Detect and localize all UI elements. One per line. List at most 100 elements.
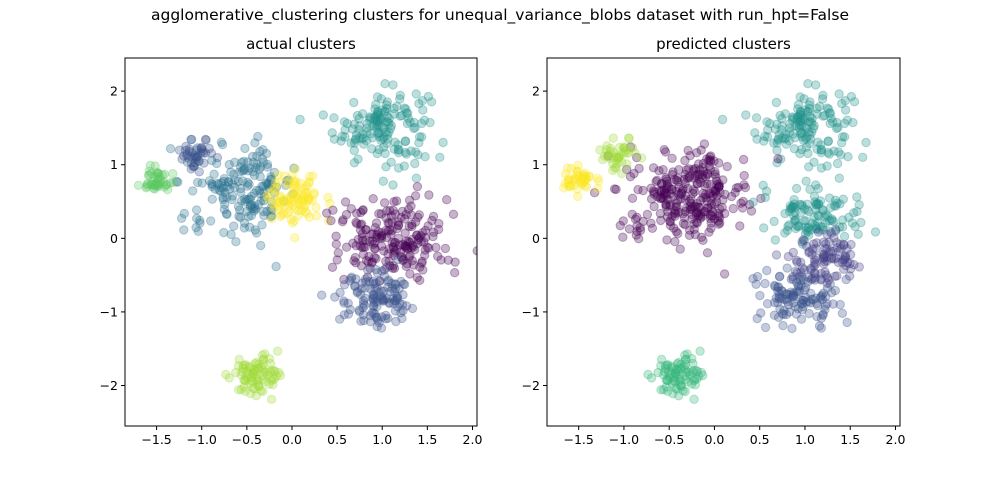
scatter-point bbox=[823, 104, 834, 114]
scatter-point bbox=[222, 192, 232, 202]
scatter-point bbox=[357, 233, 367, 243]
scatter-point bbox=[240, 143, 250, 154]
scatter-point bbox=[822, 252, 832, 262]
scatter-point bbox=[238, 363, 248, 373]
scatter-point bbox=[577, 177, 587, 187]
scatter-point bbox=[257, 362, 267, 372]
scatter-point bbox=[695, 165, 705, 175]
scatter-point bbox=[423, 91, 434, 102]
scatter-point bbox=[609, 184, 620, 194]
y-tick-label: 1 bbox=[110, 157, 118, 172]
scatter-point bbox=[360, 242, 370, 252]
scatter-point bbox=[806, 263, 816, 274]
scatter-point bbox=[673, 366, 683, 377]
scatter-point bbox=[802, 205, 812, 215]
scatter-point bbox=[375, 233, 385, 243]
scatter-point bbox=[382, 103, 392, 114]
scatter-point bbox=[786, 274, 796, 284]
scatter-point bbox=[673, 391, 684, 401]
scatter-point bbox=[797, 239, 808, 249]
scatter-point bbox=[619, 142, 629, 152]
scatter-point bbox=[400, 228, 410, 238]
scatter-point bbox=[762, 299, 773, 309]
scatter-point bbox=[195, 218, 205, 228]
scatter-point bbox=[678, 184, 688, 194]
scatter-point bbox=[227, 179, 238, 189]
scatter-point bbox=[695, 195, 706, 206]
scatter-point bbox=[384, 118, 394, 129]
scatter-point bbox=[397, 110, 407, 121]
scatter-point bbox=[804, 100, 814, 110]
scatter-point bbox=[710, 169, 720, 180]
scatter-point bbox=[362, 123, 372, 133]
scatter-point bbox=[393, 302, 403, 312]
scatter-point bbox=[262, 162, 273, 172]
scatter-point bbox=[831, 123, 842, 134]
scatter-point bbox=[797, 263, 808, 273]
scatter-point bbox=[705, 164, 716, 175]
scatter-point bbox=[406, 243, 416, 253]
scatter-point bbox=[243, 166, 253, 176]
scatter-point bbox=[834, 247, 844, 257]
scatter-point bbox=[245, 202, 256, 212]
scatter-point bbox=[830, 271, 840, 281]
scatter-point bbox=[564, 182, 574, 192]
y-tick-label: −1 bbox=[522, 304, 540, 319]
scatter-point bbox=[808, 244, 818, 254]
scatter-point bbox=[785, 201, 795, 211]
scatter-point bbox=[667, 211, 677, 222]
scatter-point bbox=[424, 190, 434, 200]
scatter-point bbox=[840, 253, 851, 263]
x-tick-label: 0.5 bbox=[327, 432, 347, 447]
scatter-point bbox=[173, 177, 183, 187]
scatter-point bbox=[150, 184, 160, 194]
scatter-point bbox=[179, 225, 189, 235]
scatter-point bbox=[829, 233, 839, 243]
scatter-point bbox=[822, 244, 832, 254]
scatter-point bbox=[307, 195, 317, 206]
scatter-point bbox=[384, 244, 394, 254]
scatter-point bbox=[393, 254, 403, 265]
scatter-point bbox=[234, 167, 245, 177]
scatter-point bbox=[796, 295, 806, 305]
scatter-point bbox=[233, 361, 244, 371]
scatter-point bbox=[418, 105, 428, 115]
scatter-point bbox=[405, 269, 415, 279]
scatter-point bbox=[373, 106, 383, 117]
x-tick-label: 0.0 bbox=[282, 432, 302, 447]
y-tick-label: 1 bbox=[532, 157, 540, 172]
scatter-point bbox=[295, 114, 305, 125]
scatter-point bbox=[684, 173, 694, 183]
scatter-point bbox=[625, 172, 636, 182]
scatter-point bbox=[355, 225, 366, 235]
scatter-point bbox=[813, 300, 823, 311]
scatter-points bbox=[133, 79, 477, 404]
scatter-point bbox=[824, 275, 834, 285]
scatter-point bbox=[393, 145, 404, 155]
scatter-point bbox=[238, 176, 248, 186]
scatter-point bbox=[573, 191, 583, 202]
scatter-point bbox=[592, 173, 603, 184]
scatter-point bbox=[196, 148, 206, 158]
scatter-point bbox=[177, 154, 187, 164]
scatter-point bbox=[797, 298, 807, 309]
scatter-point bbox=[407, 256, 417, 266]
scatter-point bbox=[796, 276, 806, 286]
scatter-point bbox=[611, 184, 621, 195]
scatter-point bbox=[394, 220, 404, 231]
scatter-point bbox=[405, 250, 415, 261]
scatter-point bbox=[635, 223, 645, 233]
scatter-point bbox=[409, 123, 419, 134]
scatter-point bbox=[793, 111, 803, 122]
scatter-point bbox=[687, 202, 697, 212]
scatter-point bbox=[389, 238, 400, 248]
scatter-point bbox=[216, 178, 227, 188]
scatter-point bbox=[570, 174, 580, 185]
scatter-point bbox=[261, 178, 271, 188]
scatter-point bbox=[694, 169, 704, 180]
x-tick-label: −1.0 bbox=[609, 432, 639, 447]
scatter-point bbox=[259, 196, 269, 206]
scatter-point bbox=[354, 125, 364, 135]
scatter-point bbox=[626, 142, 636, 152]
